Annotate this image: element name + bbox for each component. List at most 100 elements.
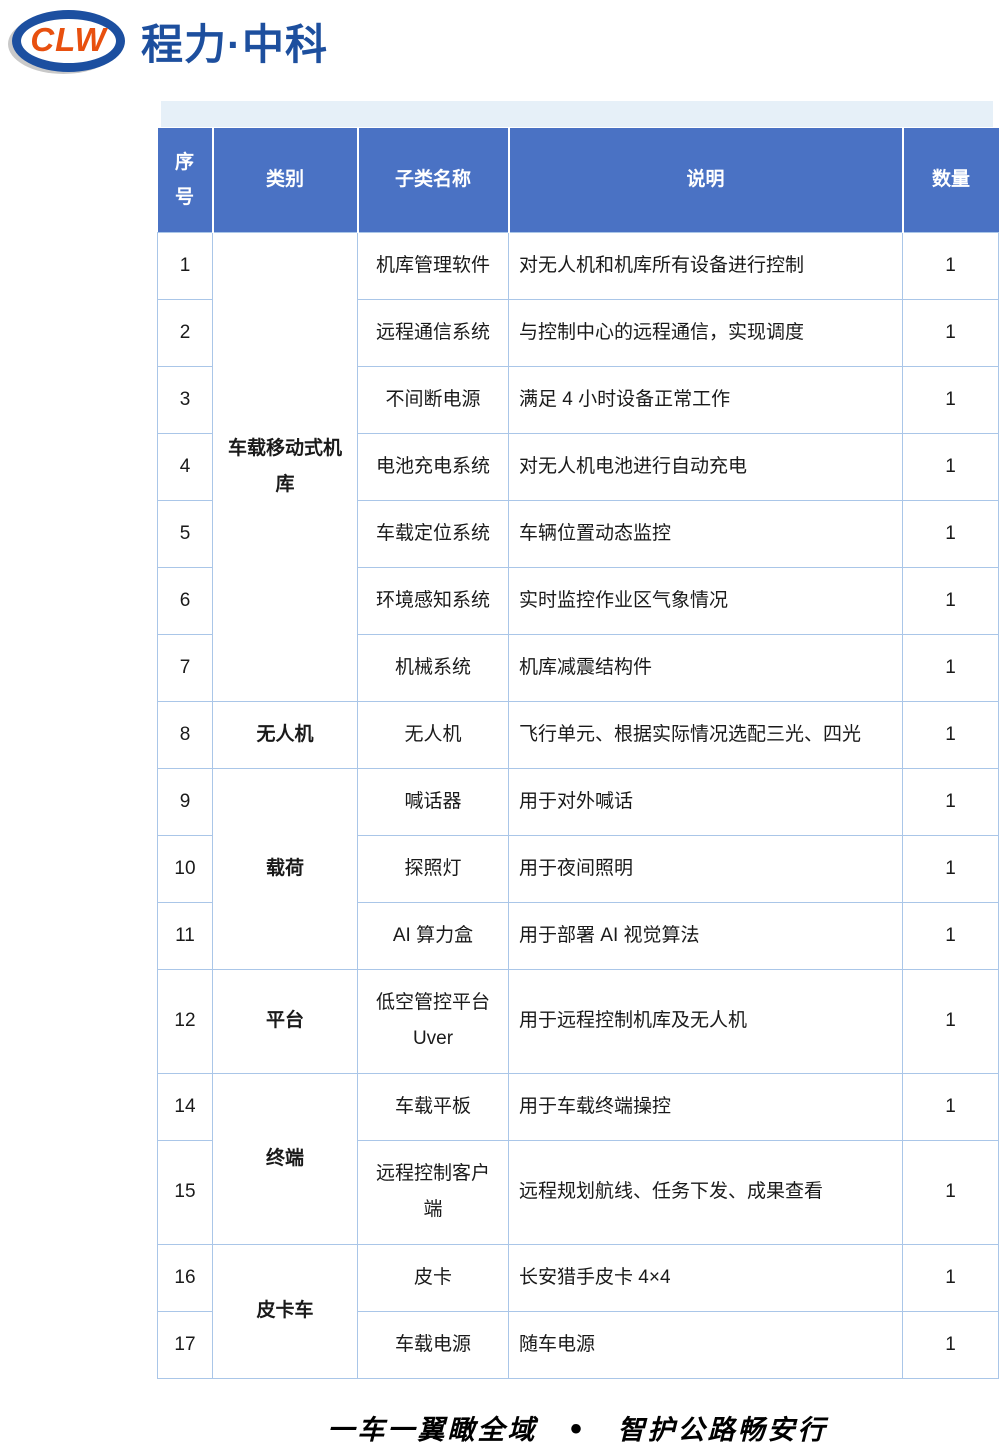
subclass-cell: 环境感知系统 xyxy=(357,566,509,635)
row-number-cell: 1 xyxy=(157,231,213,300)
table-row: 14 终端 车载平板 用于车载终端操控 1 xyxy=(157,1072,999,1245)
quantity-cell: 1 xyxy=(902,365,999,434)
subclass-cell: 远程通信系统 xyxy=(357,298,509,367)
subclass-cell: 探照灯 xyxy=(357,834,509,903)
banner-strip xyxy=(161,101,993,127)
row-number-cell: 6 xyxy=(157,566,213,635)
subclass-cell: 远程控制客户端 xyxy=(357,1139,509,1245)
logo: CLW 程力·中科 xyxy=(12,10,328,72)
table-row: 2 远程通信系统 与控制中心的远程通信，实现调度 1 xyxy=(157,298,999,367)
column-header-qty: 数量 xyxy=(902,128,999,233)
subclass-cell: 电池充电系统 xyxy=(357,432,509,501)
equipment-spec-table: 序号 类别 子类名称 说明 数量 1 车载移动式机库 机库管理软件 对无人机和机库所有设备进行… xyxy=(157,128,999,1379)
quantity-cell: 1 xyxy=(902,633,999,702)
description-cell: 远程规划航线、任务下发、成果查看 xyxy=(508,1139,903,1245)
description-cell: 满足 4 小时设备正常工作 xyxy=(508,365,903,434)
quantity-cell: 1 xyxy=(902,231,999,300)
quantity-cell: 1 xyxy=(902,700,999,769)
subclass-cell: 车载电源 xyxy=(357,1310,509,1379)
subclass-cell: 喊话器 xyxy=(357,767,509,836)
table-row: 8 无人机 无人机 飞行单元、根据实际情况选配三光、四光 1 xyxy=(157,700,999,769)
table-row: 16 皮卡车 皮卡 长安猎手皮卡 4×4 1 xyxy=(157,1243,999,1379)
subclass-cell: 机库管理软件 xyxy=(357,231,509,300)
table-row: 15 远程控制客户端 远程规划航线、任务下发、成果查看 1 xyxy=(157,1139,999,1245)
table-row: 11 AI 算力盒 用于部署 AI 视觉算法 1 xyxy=(157,901,999,970)
table-row: 10 探照灯 用于夜间照明 1 xyxy=(157,834,999,903)
quantity-cell: 1 xyxy=(902,1072,999,1141)
description-cell: 车辆位置动态监控 xyxy=(508,499,903,568)
footer-slogan: 一车一翼瞰全域 • 智护公路畅安行 xyxy=(327,1415,828,1446)
quantity-cell: 1 xyxy=(902,566,999,635)
subclass-cell: 不间断电源 xyxy=(357,365,509,434)
table-row: 3 不间断电源 满足 4 小时设备正常工作 1 xyxy=(157,365,999,434)
row-number-cell: 8 xyxy=(157,700,213,769)
row-number-cell: 7 xyxy=(157,633,213,702)
quantity-cell: 1 xyxy=(902,499,999,568)
quantity-cell: 1 xyxy=(902,901,999,970)
description-cell: 与控制中心的远程通信，实现调度 xyxy=(508,298,903,367)
table-row: 17 车载电源 随车电源 1 xyxy=(157,1310,999,1379)
column-header-category: 类别 xyxy=(212,128,359,233)
subclass-cell: 车载定位系统 xyxy=(357,499,509,568)
table-row: 4 电池充电系统 对无人机电池进行自动充电 1 xyxy=(157,432,999,501)
table-body: 1 车载移动式机库 机库管理软件 对无人机和机库所有设备进行控制 1 2 远程通信系统 与控制… xyxy=(157,231,999,1379)
category-cell: 车载移动式机库 xyxy=(212,231,358,702)
quantity-cell: 1 xyxy=(902,968,999,1074)
row-number-cell: 5 xyxy=(157,499,213,568)
row-number-cell: 10 xyxy=(157,834,213,903)
description-cell: 用于对外喊话 xyxy=(508,767,903,836)
category-cell: 皮卡车 xyxy=(212,1243,358,1379)
brand-name: 程力·中科 xyxy=(141,20,328,68)
table-row: 9 载荷 喊话器 用于对外喊话 1 xyxy=(157,767,999,970)
table-head: 序号 类别 子类名称 说明 数量 xyxy=(157,128,999,233)
quantity-cell: 1 xyxy=(902,834,999,903)
description-cell: 对无人机和机库所有设备进行控制 xyxy=(508,231,903,300)
row-number-cell: 2 xyxy=(157,298,213,367)
category-cell: 平台 xyxy=(212,968,358,1074)
row-number-cell: 15 xyxy=(157,1139,213,1245)
column-header-no: 序号 xyxy=(157,128,214,233)
quantity-cell: 1 xyxy=(902,1243,999,1312)
row-number-cell: 4 xyxy=(157,432,213,501)
table-header-row: 序号 类别 子类名称 说明 数量 xyxy=(157,128,999,233)
table-row: 5 车载定位系统 车辆位置动态监控 1 xyxy=(157,499,999,568)
subclass-cell: 低空管控平台 Uver xyxy=(357,968,509,1074)
description-cell: 机库减震结构件 xyxy=(508,633,903,702)
quantity-cell: 1 xyxy=(902,1310,999,1379)
description-cell: 随车电源 xyxy=(508,1310,903,1379)
subclass-cell: AI 算力盒 xyxy=(357,901,509,970)
quantity-cell: 1 xyxy=(902,767,999,836)
subclass-cell: 皮卡 xyxy=(357,1243,509,1312)
description-cell: 对无人机电池进行自动充电 xyxy=(508,432,903,501)
row-number-cell: 9 xyxy=(157,767,213,836)
description-cell: 用于车载终端操控 xyxy=(508,1072,903,1141)
quantity-cell: 1 xyxy=(902,432,999,501)
description-cell: 用于部署 AI 视觉算法 xyxy=(508,901,903,970)
table-row: 1 车载移动式机库 机库管理软件 对无人机和机库所有设备进行控制 1 xyxy=(157,231,999,702)
row-number-cell: 3 xyxy=(157,365,213,434)
description-cell: 用于远程控制机库及无人机 xyxy=(508,968,903,1074)
description-cell: 用于夜间照明 xyxy=(508,834,903,903)
description-cell: 飞行单元、根据实际情况选配三光、四光 xyxy=(508,700,903,769)
quantity-cell: 1 xyxy=(902,1139,999,1245)
quantity-cell: 1 xyxy=(902,298,999,367)
row-number-cell: 16 xyxy=(157,1243,213,1312)
row-number-cell: 11 xyxy=(157,901,213,970)
category-cell: 终端 xyxy=(212,1072,358,1245)
table-row: 7 机械系统 机库减震结构件 1 xyxy=(157,633,999,702)
subclass-cell: 车载平板 xyxy=(357,1072,509,1141)
column-header-desc: 说明 xyxy=(508,128,904,233)
description-cell: 长安猎手皮卡 4×4 xyxy=(508,1243,903,1312)
row-number-cell: 17 xyxy=(157,1310,213,1379)
description-cell: 实时监控作业区气象情况 xyxy=(508,566,903,635)
row-number-cell: 14 xyxy=(157,1072,213,1141)
subclass-cell: 机械系统 xyxy=(357,633,509,702)
category-cell: 无人机 xyxy=(212,700,358,769)
row-number-cell: 12 xyxy=(157,968,213,1074)
logo-badge-text: CLW xyxy=(30,21,107,58)
category-cell: 载荷 xyxy=(212,767,358,970)
column-header-subclass: 子类名称 xyxy=(357,128,510,233)
table-row: 6 环境感知系统 实时监控作业区气象情况 1 xyxy=(157,566,999,635)
table-row: 12 平台 低空管控平台 Uver 用于远程控制机库及无人机 1 xyxy=(157,968,999,1074)
